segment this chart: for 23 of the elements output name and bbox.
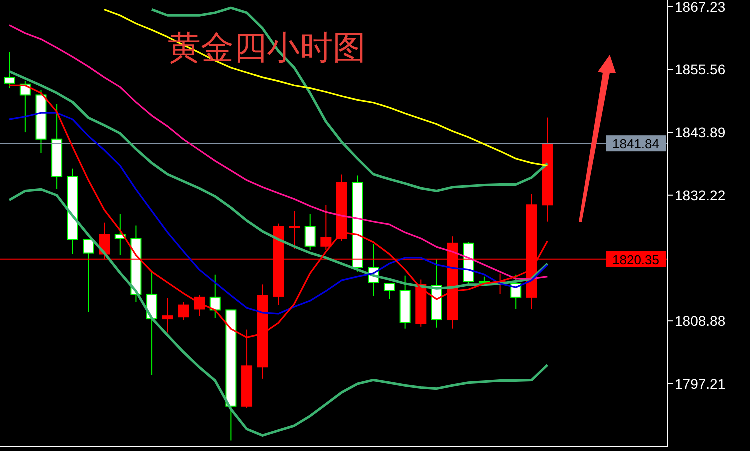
candlestick — [83, 238, 94, 313]
line-series — [8, 24, 548, 280]
candlestick — [210, 274, 221, 319]
line-series — [150, 6, 549, 192]
y-tick-label: 1797.21 — [675, 376, 726, 392]
y-tick-label: 1867.23 — [675, 0, 726, 15]
line-series — [104, 8, 548, 167]
candlestick — [4, 52, 16, 89]
candlestick — [384, 283, 395, 300]
ref-line-label: 1820.35 — [612, 252, 660, 268]
line-series — [8, 70, 549, 290]
y-tick-label: 1832.22 — [675, 187, 726, 204]
y-tick-label: 1843.89 — [675, 124, 726, 141]
candlestick — [320, 204, 332, 251]
y-tick-label: 1855.56 — [675, 62, 726, 78]
line-series — [8, 188, 549, 437]
candlestick — [162, 298, 174, 334]
line-series — [8, 112, 548, 315]
ref-line-label: 1841.84 — [612, 136, 660, 152]
candlestick — [304, 214, 316, 251]
candlestick — [178, 302, 190, 321]
candlestick — [289, 210, 300, 250]
y-tick-label: 1808.88 — [675, 313, 726, 330]
